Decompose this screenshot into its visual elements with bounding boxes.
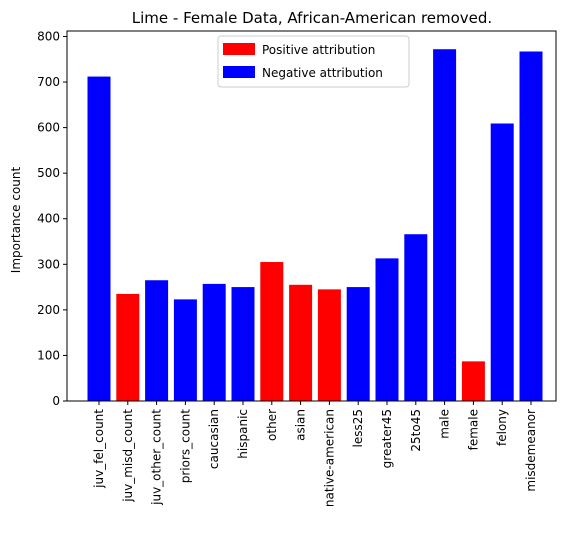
y-ticks-group: 0 100 200 300 400 500 600 700 800 — [37, 29, 67, 408]
bar-female — [461, 361, 485, 401]
bar-25to45 — [404, 234, 428, 401]
bar-misdemeanor — [519, 51, 543, 402]
bars-group — [87, 49, 543, 402]
y-tick-label: 200 — [37, 303, 60, 317]
x-tick-label: male — [438, 409, 452, 439]
y-tick-label: 500 — [37, 166, 60, 180]
legend: Positive attribution Negative attributio… — [217, 35, 410, 88]
x-tick-label: female — [466, 409, 480, 450]
bar-greater45 — [375, 258, 399, 401]
y-tick-label: 0 — [52, 394, 60, 408]
y-tick-label: 600 — [37, 121, 60, 135]
x-tick-label: greater45 — [380, 409, 394, 468]
x-tick-label: felony — [495, 409, 509, 446]
bar-native-american — [317, 289, 341, 401]
legend-box — [217, 35, 410, 88]
x-tick-label: misdemeanor — [524, 409, 538, 492]
x-tick-label: caucasian — [207, 409, 221, 469]
y-axis-label: Importance count — [9, 166, 23, 273]
y-tick-label: 800 — [37, 29, 60, 43]
x-tick-label: 25to45 — [409, 409, 423, 452]
bar-less25 — [346, 287, 370, 401]
legend-swatch-positive — [223, 43, 255, 55]
x-tick-label: other — [265, 409, 279, 441]
bar-priors_count — [173, 299, 197, 401]
legend-label-positive: Positive attribution — [262, 43, 375, 57]
bar-juv_misd_count — [116, 293, 140, 401]
bar-hispanic — [231, 287, 255, 401]
bar-felony — [490, 123, 514, 401]
bar-juv_other_count — [145, 280, 169, 401]
x-tick-label: juv_misd_count — [121, 409, 135, 503]
bar-caucasian — [202, 283, 226, 401]
x-tick-label: asian — [294, 409, 308, 441]
chart-title: Lime - Female Data, African-American rem… — [132, 9, 492, 27]
y-tick-label: 100 — [37, 348, 60, 362]
legend-label-negative: Negative attribution — [262, 66, 383, 80]
x-tick-label: juv_other_count — [150, 409, 164, 506]
bar-male — [433, 49, 457, 402]
bar-other — [260, 262, 284, 401]
x-tick-label: native-american — [322, 409, 336, 507]
bar-asian — [289, 284, 313, 401]
x-tick-label: priors_count — [178, 409, 192, 484]
x-ticks-group: juv_fel_count juv_misd_count juv_other_cou… — [92, 401, 538, 507]
y-tick-label: 300 — [37, 257, 60, 271]
bar-juv_fel_count — [87, 76, 111, 402]
y-tick-label: 700 — [37, 75, 60, 89]
legend-swatch-negative — [223, 66, 255, 78]
y-tick-label: 400 — [37, 212, 60, 226]
x-tick-label: juv_fel_count — [92, 409, 106, 489]
x-tick-label: hispanic — [236, 409, 250, 459]
x-tick-label: less25 — [351, 409, 365, 448]
plot-frame — [66, 30, 557, 402]
